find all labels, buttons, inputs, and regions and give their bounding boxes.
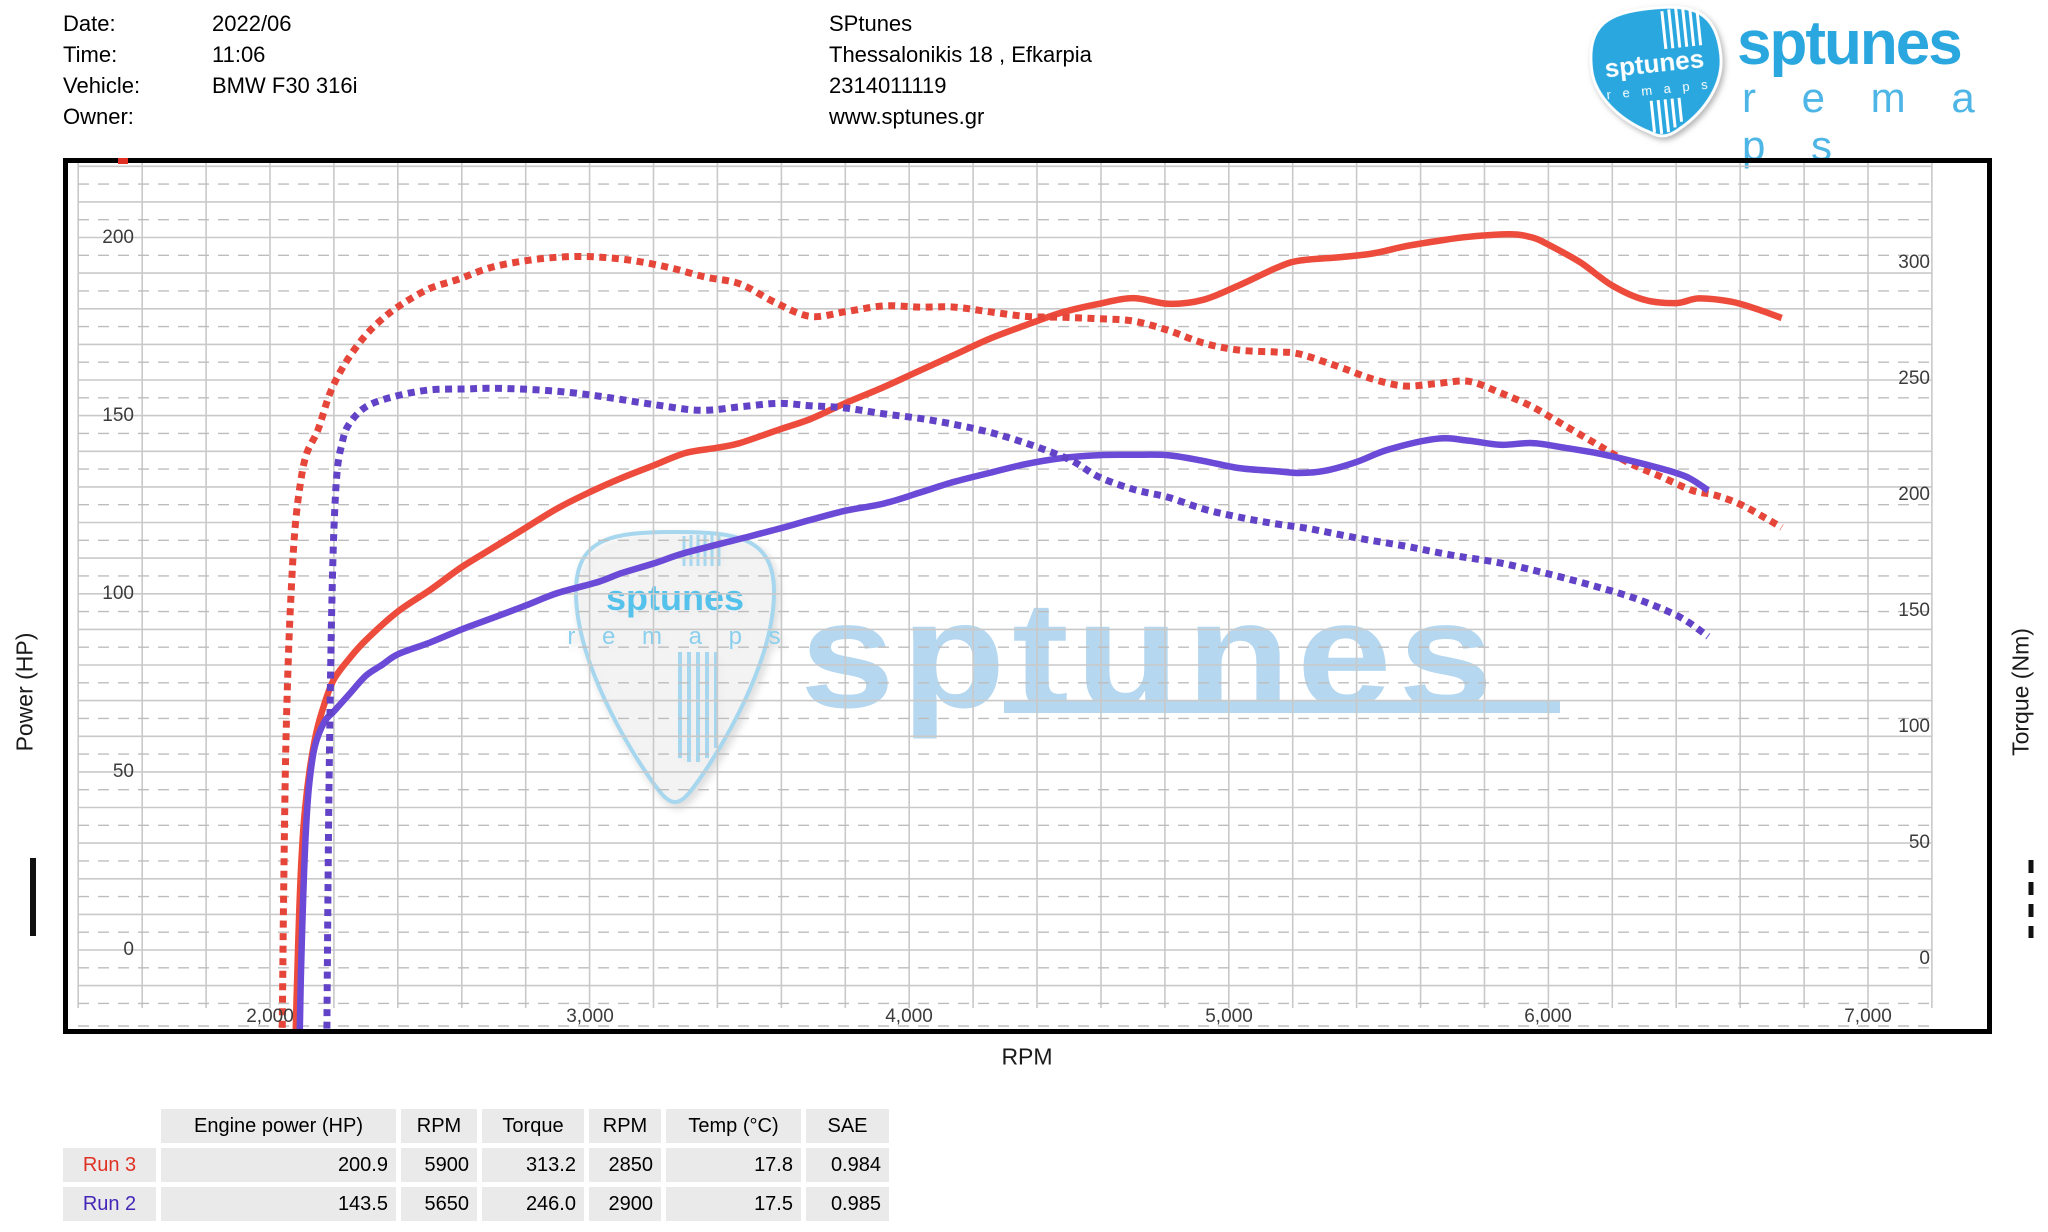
pick-stripes-bottom [1649,97,1684,135]
curve-run2_power [296,435,1710,1030]
run0-value-2: 313.2 [482,1148,584,1182]
vehicle-value: BMW F30 316i [212,73,358,98]
shop-website: www.sptunes.gr [829,104,985,129]
logo-wordmark: sptunes [1737,9,1963,78]
table-header-4: Temp (°C) [666,1109,801,1143]
table-header-1: RPM [401,1109,477,1143]
sptunes-pick-logo: sptunes r e m a p s [1589,5,1723,138]
rpm-tick-5000: 5,000 [1205,1006,1253,1027]
run0-value-3: 2850 [589,1148,661,1182]
rpm-axis-title: RPM [1001,1043,1053,1070]
rpm-tick-7000: 7,000 [1844,1006,1892,1027]
shop-phone: 2314011119 [829,73,947,98]
torque-axis-title: Torque (Nm) [2007,628,2034,756]
torque-tick-300: 300 [1898,252,1930,273]
vehicle-info-labels: Date: Time: Vehicle: Owner: [63,8,140,132]
run-label-0: Run 3 [63,1148,156,1182]
run0-value-4: 17.8 [666,1148,801,1182]
torque-tick-250: 250 [1898,368,1930,389]
run0-value-5: 0.984 [806,1148,889,1182]
red-top-mark [118,158,128,164]
power-tick-100: 100 [102,583,134,604]
torque-tick-150: 150 [1898,600,1930,621]
table-header-3: RPM [589,1109,661,1143]
table-header-2: Torque [482,1109,584,1143]
date-value: 2022/06 [212,11,292,36]
power-tick-0: 0 [123,939,134,960]
torque-tick-200: 200 [1898,484,1930,505]
power-tick-200: 200 [102,227,134,248]
pick-shape [1589,5,1723,138]
shop-name: SPtunes [829,11,913,36]
run1-value-5: 0.985 [806,1187,889,1221]
torque-tick-100: 100 [1898,716,1930,737]
table-row-run-2: Run 2 143.5 5650 246.0 2900 17.5 0.985 [63,1187,889,1221]
run0-value-0: 200.9 [161,1148,396,1182]
run0-value-1: 5900 [401,1148,477,1182]
shop-info: SPtunes Thessalonikis 18 , Efkarpia 2314… [829,8,1092,132]
run1-value-1: 5650 [401,1187,477,1221]
curve-run2_torque [323,384,1711,1029]
run1-value-0: 143.5 [161,1187,396,1221]
table-corner-cell [63,1109,156,1143]
chart-curves [278,231,1784,1030]
pick-stripes-top [1660,7,1703,50]
power-axis-title: Power (HP) [11,632,38,752]
table-row-run-3: Run 3 200.9 5900 313.2 2850 17.8 0.984 [63,1148,889,1182]
logo-wordmark-sub: r e m a p s [1742,74,1992,169]
power-tick-50: 50 [112,761,134,782]
torque-tick-50: 50 [1908,832,1930,853]
torque-tick-0: 0 [1919,948,1930,969]
rpm-tick-3000: 3,000 [566,1006,614,1027]
owner-label: Owner: [63,104,134,129]
watermark-pick: sptunes r e m a p s [567,529,790,804]
chart-grid [77,162,1933,1027]
chart-border [63,158,1992,1034]
watermark-pick-subtext: r e m a p s [567,623,790,650]
vehicle-label: Vehicle: [63,73,141,98]
left-margin-mark [30,858,36,936]
time-value: 11:06 [212,42,266,67]
date-label: Date: [63,11,116,36]
runs-table: Engine power (HP) RPM Torque RPM Temp (°C) SA… [58,1104,894,1226]
shop-address: Thessalonikis 18 , Efkarpia [829,42,1092,67]
run1-value-2: 246.0 [482,1187,584,1221]
power-tick-150: 150 [102,405,134,426]
rpm-tick-6000: 6,000 [1524,1006,1572,1027]
vehicle-info-values: 2022/06 11:06 BMW F30 316i [212,8,358,101]
run1-value-3: 2900 [589,1187,661,1221]
rpm-tick-2000: 2,000 [246,1006,294,1027]
run-label-1: Run 2 [63,1187,156,1221]
curve-run3_torque [278,252,1784,1030]
table-header-5: SAE [806,1109,889,1143]
run1-value-4: 17.5 [666,1187,801,1221]
table-header-row: Engine power (HP) RPM Torque RPM Temp (°C) SA… [63,1109,889,1143]
curve-run3_power [292,231,1783,1030]
rpm-tick-4000: 4,000 [885,1006,933,1027]
table-header-0: Engine power (HP) [161,1109,396,1143]
time-label: Time: [63,42,118,67]
